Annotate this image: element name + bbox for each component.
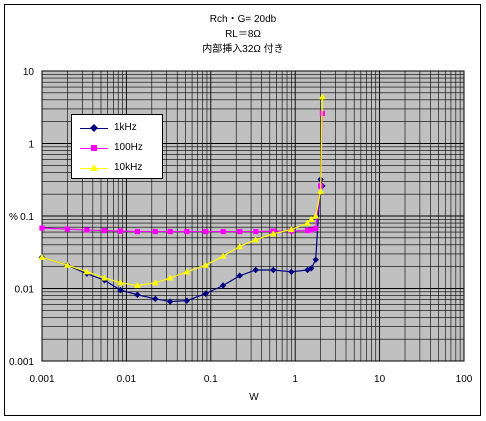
- point-1khz: [152, 295, 159, 303]
- y-axis-label: %: [9, 212, 18, 223]
- legend-marker-100hz: [91, 145, 97, 151]
- point-10khz: [219, 252, 227, 259]
- point-1khz: [308, 265, 315, 272]
- point-10khz: [252, 236, 260, 243]
- legend-label-10khz: 10kHz: [114, 162, 143, 173]
- legend-label-1khz: 1kHz: [114, 122, 137, 133]
- legend-marker-1khz: [90, 124, 98, 132]
- point-100hz: [117, 228, 124, 234]
- point-10khz: [307, 215, 315, 222]
- point-100hz: [39, 225, 45, 231]
- x-tick-label: 0.01: [117, 374, 137, 385]
- point-10khz: [64, 261, 71, 268]
- point-100hz: [203, 228, 209, 235]
- point-10khz: [317, 187, 325, 194]
- y-tick-label: 1: [28, 140, 34, 151]
- legend-marker-10khz: [90, 164, 98, 171]
- point-100hz: [101, 227, 108, 234]
- point-100hz: [237, 228, 243, 235]
- point-100hz: [64, 226, 71, 232]
- chart-title-line-3: 内部挿入32Ω 付き: [202, 42, 283, 55]
- axes: 0.001 0.01 0.1 1 10 100 10 1 0.1 0.01 0.001: [9, 67, 473, 385]
- point-10khz: [183, 268, 191, 275]
- y-tick-label: 0.01: [15, 285, 35, 296]
- point-100hz: [167, 228, 173, 235]
- point-1khz: [236, 272, 243, 279]
- point-10khz: [269, 230, 277, 237]
- point-10khz: [287, 226, 295, 233]
- point-100hz: [253, 228, 259, 235]
- legend: 1kHz 100Hz 10kHz: [71, 114, 163, 179]
- chart-title-line-1: Rch・G= 20db: [210, 14, 277, 25]
- point-100hz: [184, 228, 190, 235]
- point-10khz: [83, 268, 91, 275]
- point-10khz: [151, 279, 159, 286]
- point-1khz: [117, 286, 124, 294]
- point-1khz: [312, 256, 319, 263]
- point-100hz: [220, 228, 226, 235]
- x-tick-label: 1: [292, 374, 298, 385]
- point-100hz: [308, 227, 314, 233]
- point-1khz: [219, 282, 227, 289]
- point-10khz: [101, 274, 108, 281]
- point-1khz: [252, 266, 259, 274]
- point-10khz: [318, 93, 326, 100]
- point-100hz: [84, 227, 90, 233]
- point-10khz: [304, 219, 311, 226]
- point-10khz: [134, 282, 141, 289]
- series-layer: [38, 93, 326, 305]
- point-10khz: [117, 279, 124, 286]
- x-tick-label: 0.001: [29, 374, 54, 385]
- point-100hz: [313, 226, 319, 232]
- point-100hz: [304, 227, 311, 234]
- chart-title-line-2: RL＝8Ω: [225, 29, 261, 40]
- point-1khz: [288, 268, 295, 275]
- x-axis-label: W: [249, 392, 259, 403]
- point-1khz: [166, 298, 174, 305]
- point-10khz: [236, 243, 244, 250]
- y-tick-label: 0.001: [9, 357, 34, 368]
- point-1khz: [183, 297, 191, 304]
- point-10khz: [202, 261, 210, 268]
- y-tick-label: 10: [23, 67, 35, 78]
- point-1khz: [270, 266, 277, 274]
- point-100hz: [152, 228, 158, 235]
- point-100hz: [134, 228, 141, 235]
- x-tick-label: 10: [374, 374, 386, 385]
- point-10khz: [312, 212, 320, 219]
- point-1khz: [134, 291, 141, 298]
- x-tick-label: 0.1: [204, 374, 218, 385]
- legend-label-100hz: 100Hz: [114, 142, 143, 153]
- point-10khz: [38, 253, 46, 260]
- y-tick-label: 0.1: [20, 212, 34, 223]
- x-tick-label: 100: [456, 374, 473, 385]
- point-10khz: [166, 274, 174, 281]
- point-1khz: [202, 290, 209, 297]
